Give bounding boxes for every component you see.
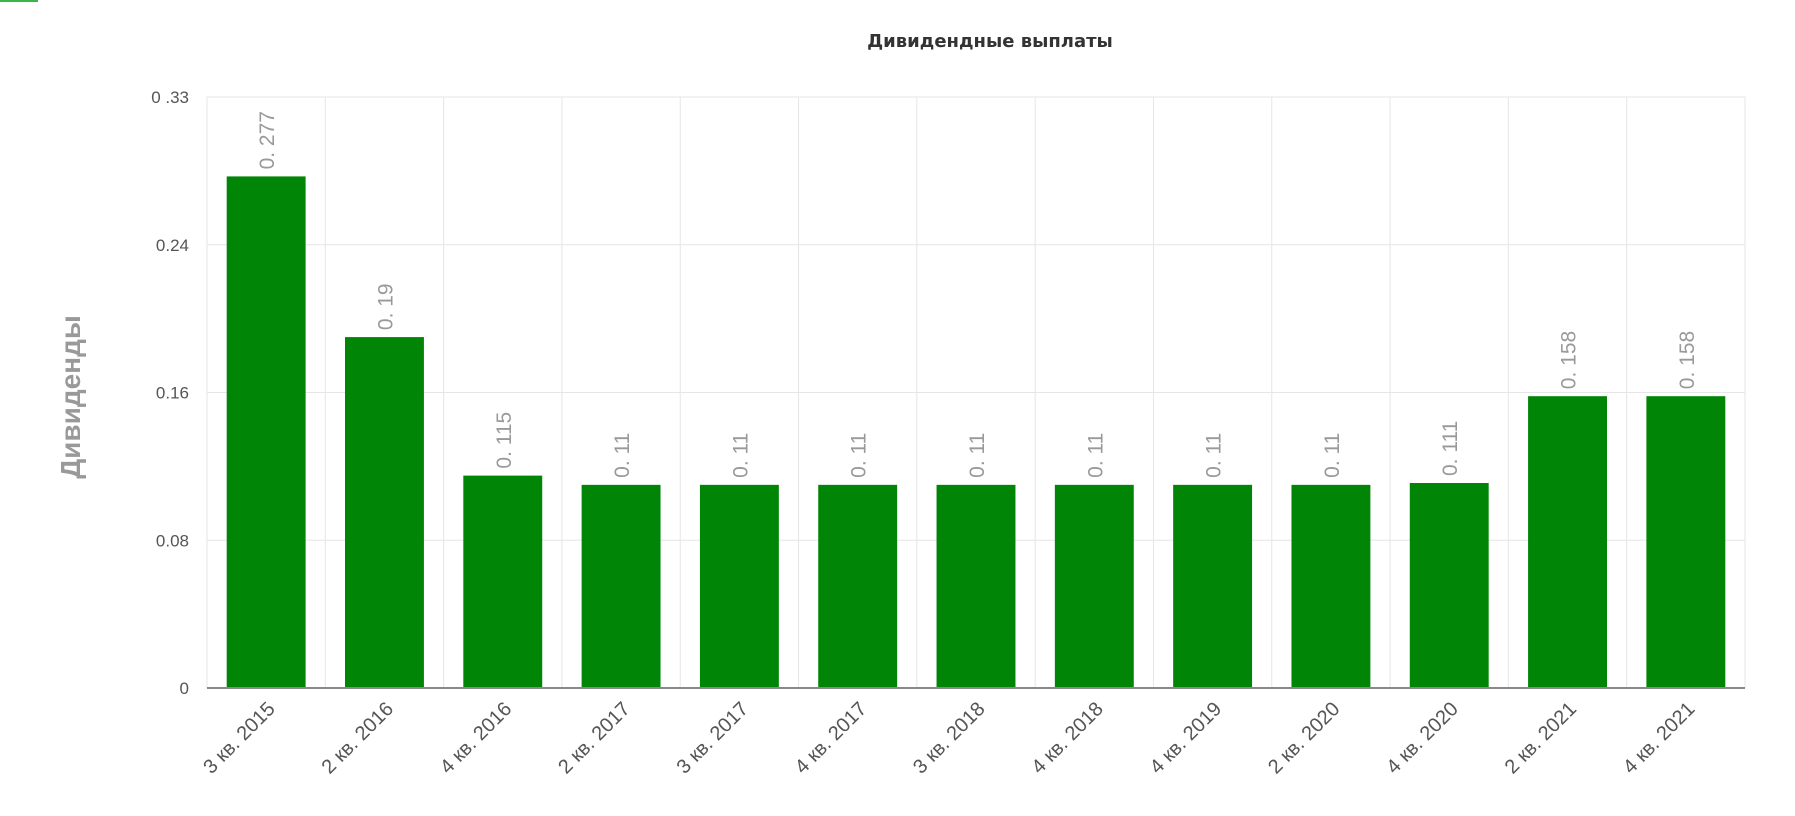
data-label: 0. 111 [1439, 421, 1462, 476]
data-label: 0. 11 [848, 433, 871, 478]
grid-lines [206, 96, 1746, 688]
bar [463, 475, 543, 688]
x-tick-label: 4 кв. 2017 [791, 698, 871, 778]
x-tick-label: 4 кв. 2016 [436, 698, 516, 778]
corner-accent [0, 0, 38, 2]
x-tick-label: 2 кв. 2016 [318, 698, 398, 778]
x-tick-label: 2 кв. 2017 [554, 698, 634, 778]
data-labels: 0. 277 0. 19 0. 115 0. 11 0. 11 0. 11 0. 11 0. … [256, 111, 1699, 478]
y-tick-label: 0.08 [156, 531, 189, 550]
x-axis-ticks: 3 кв. 2015 2 кв. 2016 4 кв. 2016 2 кв. 2017… [199, 698, 1699, 778]
bar [936, 484, 1016, 688]
x-tick-label: 3 кв. 2015 [199, 698, 279, 778]
data-label: 0. 158 [1676, 331, 1699, 389]
y-tick-label: 0 [180, 679, 189, 698]
y-axis-label: Дивиденды [55, 315, 86, 479]
data-label: 0. 115 [493, 412, 516, 469]
bars [226, 176, 1726, 688]
y-tick-label: 0.16 [156, 384, 189, 403]
x-tick-label: 2 кв. 2020 [1264, 698, 1344, 778]
x-tick-label: 3 кв. 2017 [673, 698, 753, 778]
x-tick-label: 4 кв. 2018 [1027, 698, 1107, 778]
chart-title: Дивидендные выплаты [867, 31, 1113, 52]
bar [581, 484, 661, 688]
x-tick-label: 4 кв. 2019 [1146, 698, 1226, 778]
bar [699, 484, 779, 688]
y-axis-ticks: 0 0.08 0.16 0.24 0 .33 [151, 88, 189, 698]
bar [1409, 482, 1489, 688]
bar [345, 337, 424, 688]
bar [226, 176, 306, 688]
data-label: 0. 277 [256, 111, 279, 169]
bar [1528, 396, 1607, 688]
x-tick-label: 3 кв. 2018 [909, 698, 989, 778]
data-label: 0. 11 [729, 433, 752, 478]
data-label: 0. 11 [611, 433, 634, 478]
x-tick-label: 4 кв. 2020 [1382, 698, 1462, 778]
bar [1054, 484, 1134, 688]
y-tick-label: 0 .33 [151, 88, 189, 107]
data-label: 0. 11 [1321, 433, 1344, 478]
y-tick-label: 0.24 [156, 236, 189, 255]
data-label: 0. 158 [1558, 331, 1581, 389]
bar [1291, 484, 1371, 688]
bar [1646, 396, 1726, 688]
data-label: 0. 11 [966, 433, 989, 478]
x-tick-label: 4 кв. 2021 [1619, 698, 1699, 778]
bar [1173, 484, 1253, 688]
data-label: 0. 11 [1203, 433, 1226, 478]
data-label: 0. 11 [1084, 433, 1107, 478]
data-label: 0. 19 [374, 283, 397, 330]
bar [818, 484, 898, 688]
x-tick-label: 2 кв. 2021 [1501, 698, 1581, 778]
